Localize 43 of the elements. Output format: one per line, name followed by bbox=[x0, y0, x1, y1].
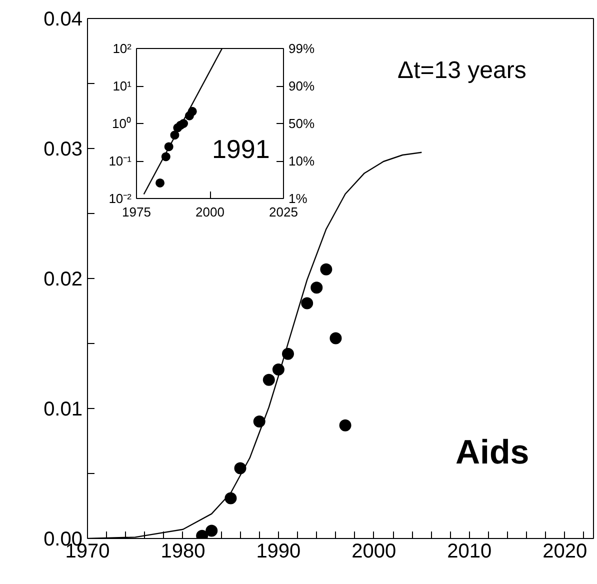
y-tick-label: 10⁻² bbox=[108, 191, 132, 206]
point bbox=[188, 106, 197, 116]
y-tick-label: 10⁻¹ bbox=[108, 154, 132, 168]
annotation: 50% bbox=[288, 116, 315, 131]
point bbox=[253, 416, 266, 428]
point bbox=[310, 282, 323, 294]
y-tick-label: 10² bbox=[112, 41, 132, 56]
annotation: 1991 bbox=[212, 134, 270, 164]
point bbox=[206, 524, 218, 537]
point bbox=[156, 178, 165, 188]
point bbox=[301, 297, 314, 310]
point bbox=[234, 462, 246, 474]
point bbox=[164, 142, 174, 152]
point bbox=[224, 492, 237, 504]
y-tick-label: 0.02 bbox=[44, 268, 83, 290]
annotation: 10% bbox=[288, 154, 315, 168]
annotation: Δt=13 years bbox=[398, 57, 526, 84]
y-tick-label: 10¹ bbox=[112, 78, 132, 94]
y-tick-label: 10⁰ bbox=[112, 116, 132, 131]
point bbox=[262, 374, 275, 386]
x-tick-label: 2000 bbox=[352, 540, 396, 562]
y-tick-label: 0.03 bbox=[44, 138, 83, 160]
point bbox=[272, 364, 284, 376]
y-tick-label: 0.04 bbox=[44, 8, 83, 30]
point bbox=[339, 419, 352, 432]
point bbox=[320, 263, 332, 276]
x-tick-label: 1990 bbox=[256, 540, 301, 562]
x-tick-label: 2025 bbox=[269, 204, 298, 220]
point bbox=[161, 152, 170, 162]
x-tick-label: 1980 bbox=[160, 540, 206, 562]
point bbox=[282, 348, 294, 360]
annotation: 1% bbox=[288, 191, 308, 206]
x-tick-label: 2000 bbox=[196, 204, 224, 220]
x-tick-label: 2020 bbox=[542, 540, 588, 562]
annotation: Aids bbox=[455, 434, 530, 472]
y-tick-label: 0.01 bbox=[44, 398, 83, 420]
annotation: 99% bbox=[288, 41, 315, 56]
point bbox=[170, 130, 180, 140]
annotation: 90% bbox=[288, 78, 315, 94]
point bbox=[179, 119, 188, 128]
x-tick-label: 2010 bbox=[447, 540, 492, 562]
x-tick-label: 1975 bbox=[122, 204, 151, 220]
point bbox=[330, 332, 342, 344]
